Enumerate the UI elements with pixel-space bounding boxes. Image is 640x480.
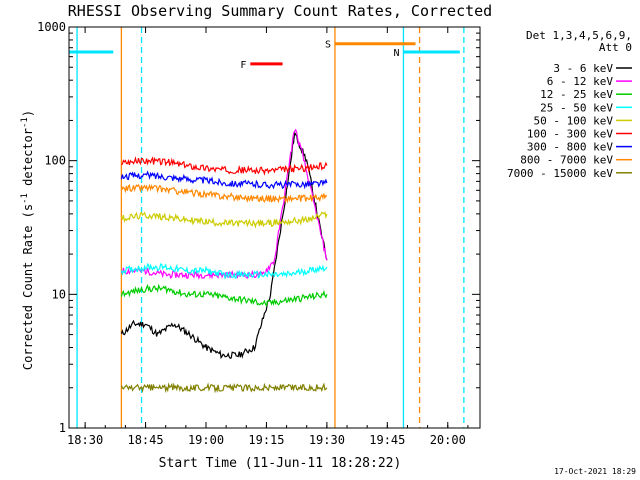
legend-header-line1: Det 1,3,4,5,6,9, <box>526 29 632 42</box>
legend-label-8: 7000 - 15000 keV <box>507 167 613 180</box>
chart-title: RHESSI Observing Summary Count Rates, Co… <box>68 2 492 20</box>
legend-header-line2: Att 0 <box>599 41 632 54</box>
x-tick-label-5: 19:45 <box>369 433 405 447</box>
x-tick-label-3: 19:15 <box>248 433 284 447</box>
footer-date: 17-Oct-2021 18:29 <box>554 467 636 476</box>
y-tick-label-2: 100 <box>44 154 66 168</box>
series-line-8 <box>120 382 328 394</box>
y-tick-label-0: 1 <box>59 421 66 435</box>
x-tick-label-6: 20:00 <box>430 433 466 447</box>
ylabel-sup2: -1 <box>20 117 30 128</box>
series-line-3 <box>120 262 328 280</box>
legend-label-4: 50 - 100 keV <box>534 114 614 127</box>
y-axis-title: Corrected Count Rate (s-1 detector-1) <box>20 110 35 370</box>
series-line-4 <box>120 211 328 229</box>
series-line-2 <box>120 283 328 307</box>
series-line-7 <box>120 183 328 204</box>
legend-label-2: 12 - 25 keV <box>540 88 613 101</box>
status-label-F: F <box>240 60 246 71</box>
legend-label-6: 300 - 800 keV <box>527 141 613 154</box>
legend-label-0: 3 - 6 keV <box>553 62 613 75</box>
x-axis-title: Start Time (11-Jun-11 18:28:22) <box>159 456 402 471</box>
ylabel-end: ) <box>21 110 35 117</box>
plot-area: N F S <box>69 27 465 428</box>
legend-label-1: 6 - 12 keV <box>547 75 614 88</box>
x-tick-label-4: 19:30 <box>309 433 345 447</box>
series-line-6 <box>120 170 328 190</box>
plot-frame <box>68 26 481 429</box>
series-line-1 <box>120 128 328 281</box>
y-tick-label-1: 10 <box>52 287 66 301</box>
legend-label-5: 100 - 300 keV <box>527 128 613 141</box>
series-line-5 <box>121 156 328 176</box>
y-tick-label-3: 1000 <box>37 20 66 34</box>
x-tick-label-1: 18:45 <box>127 433 163 447</box>
svg-text:Corrected Count Rate (s-1 dete: Corrected Count Rate (s-1 detector-1) <box>20 110 35 370</box>
ylabel-sup1: -1 <box>20 193 30 204</box>
legend-label-7: 800 - 7000 keV <box>520 154 613 167</box>
series-line-0 <box>120 132 328 360</box>
x-tick-label-2: 19:00 <box>188 433 224 447</box>
x-tick-label-0: 18:30 <box>67 433 103 447</box>
legend-label-3: 25 - 50 keV <box>540 101 613 114</box>
ylabel-mid: detector <box>21 128 35 193</box>
ylabel-main: Corrected Count Rate (s <box>21 204 35 370</box>
axes: 18:30 18:45 19:00 19:15 19:30 19:45 20:00 1 10 10… <box>37 20 481 447</box>
status-label-N: N <box>393 48 399 59</box>
status-label-S: S <box>325 40 331 51</box>
